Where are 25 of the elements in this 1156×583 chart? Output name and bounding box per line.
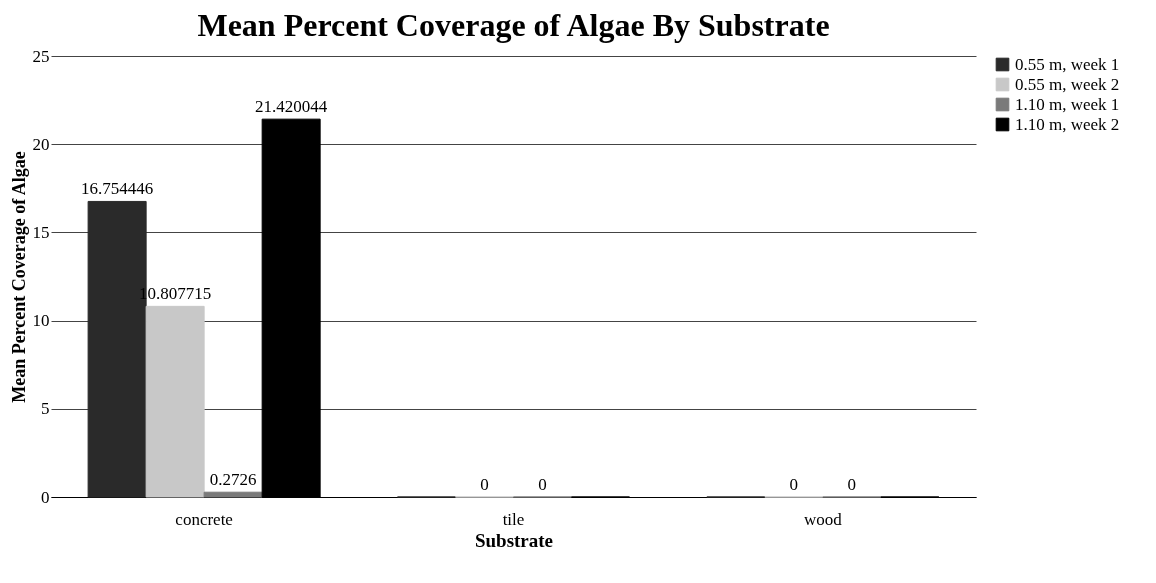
legend-label: 1.10 m, week 2	[1015, 114, 1120, 134]
legend-label: 0.55 m, week 1	[1015, 54, 1120, 74]
data-label: 0	[480, 475, 489, 494]
chart-title: Mean Percent Coverage of Algae By Substrate	[197, 7, 830, 43]
x-tick-label: tile	[502, 509, 525, 529]
data-label: 0	[847, 475, 857, 494]
data-label: 0	[789, 475, 799, 494]
data-label: 16.754446	[81, 179, 154, 199]
legend-label: 0.55 m, week 2	[1015, 74, 1120, 94]
data-label: 0.2726	[209, 470, 257, 490]
x-tick-label: wood	[803, 509, 843, 529]
y-tick-label: 15	[32, 222, 50, 242]
y-tick-label: 5	[41, 399, 50, 419]
bar	[145, 305, 205, 498]
x-axis-title: Substrate	[474, 529, 554, 551]
y-tick-label: 0	[41, 487, 50, 507]
bar	[203, 491, 263, 498]
legend-label: 1.10 m, week 1	[1015, 94, 1120, 114]
y-tick-label: 10	[32, 311, 50, 331]
y-tick-label: 25	[32, 46, 50, 66]
y-tick-label: 20	[32, 134, 50, 154]
y-axis-title: Mean Percent Coverage of Algae	[8, 151, 29, 403]
x-tick-label: concrete	[175, 509, 233, 529]
data-label: 21.420044	[255, 97, 328, 117]
data-label: 0	[538, 475, 547, 494]
